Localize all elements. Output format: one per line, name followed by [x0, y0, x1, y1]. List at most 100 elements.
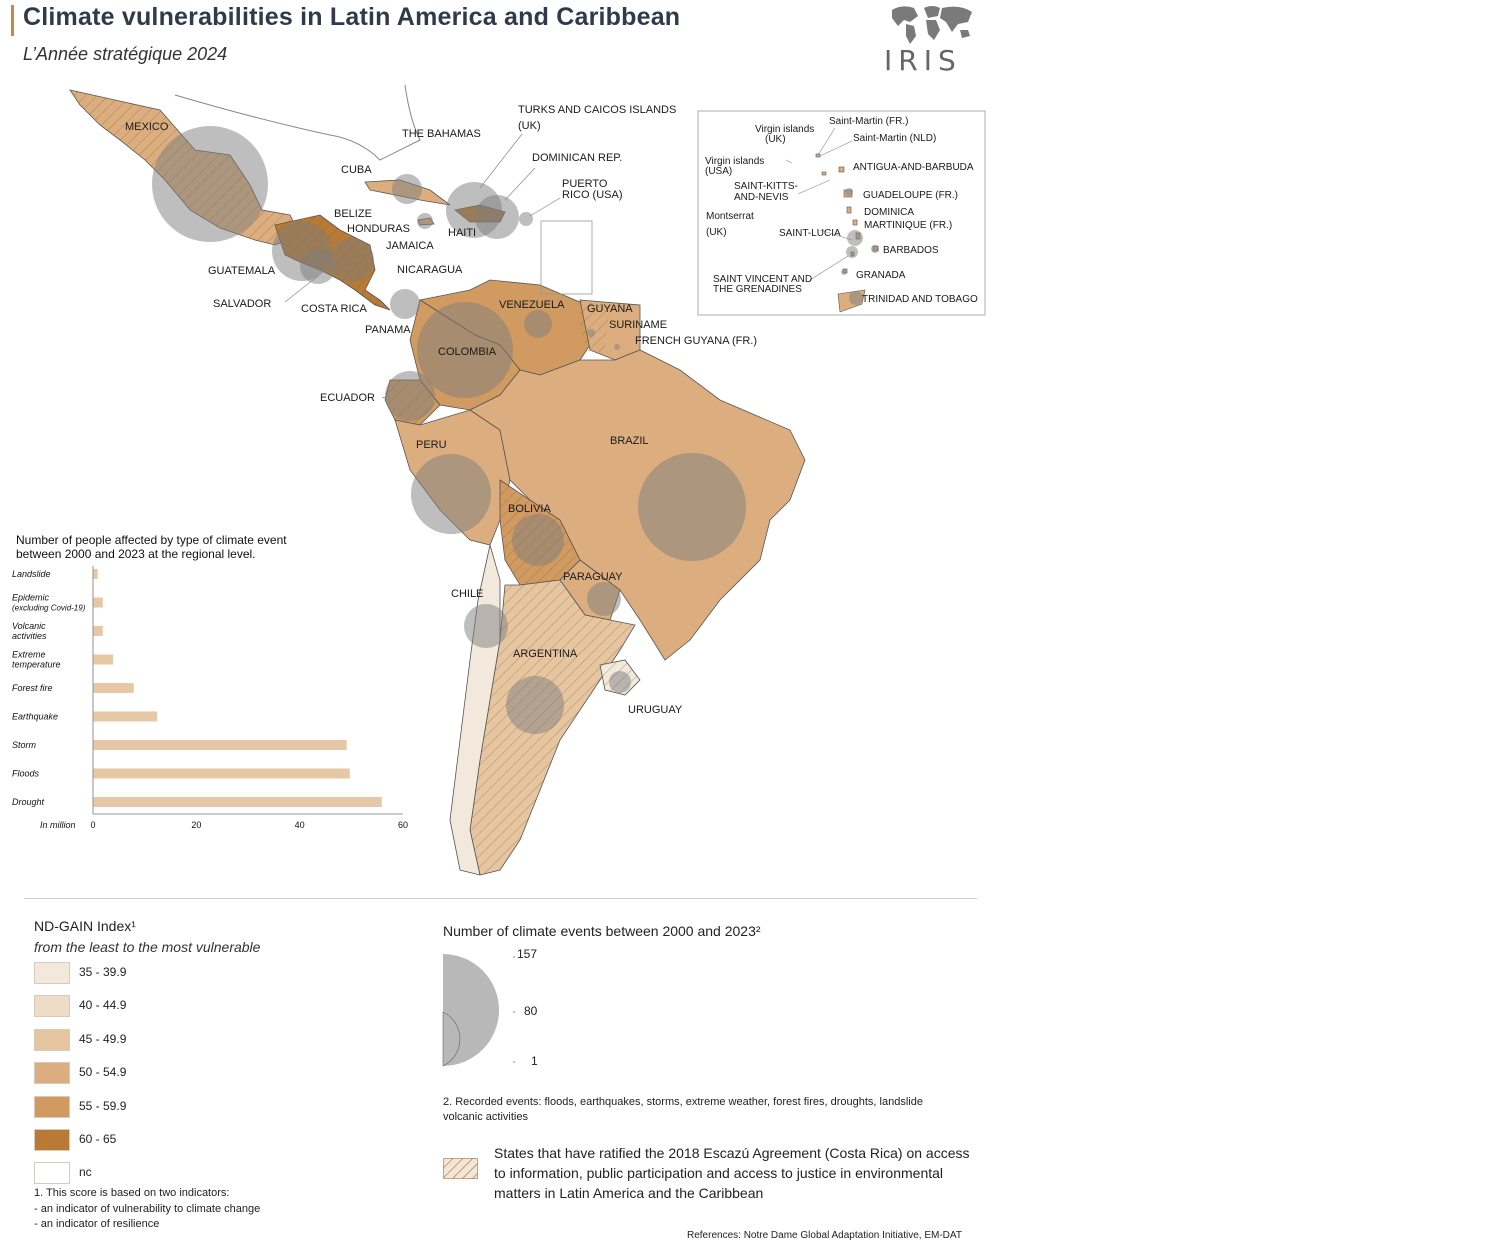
label-stvincent2: THE GRENADINES	[713, 284, 802, 295]
category-label: Floods	[12, 769, 40, 779]
label-haiti: HAITI	[448, 227, 476, 239]
label-martinique: MARTINIQUE (FR.)	[864, 220, 952, 231]
ndgain-note-b: - an indicator of resilience	[34, 1218, 160, 1230]
legend-swatch-label: nc	[79, 1165, 92, 1179]
bubble-dominican	[475, 195, 519, 239]
label-belize: BELIZE	[334, 208, 372, 220]
label-salvador: SALVADOR	[213, 298, 271, 310]
legend-swatch	[34, 1162, 70, 1184]
iris-logo-globe-icon	[892, 6, 972, 44]
bubble-argentina	[506, 676, 564, 734]
ndgain-legend-subtitle: from the least to the most vulnerable	[34, 939, 261, 955]
label-stvincent: SAINT VINCENT AND	[713, 274, 812, 285]
label-honduras: HONDURAS	[347, 223, 410, 235]
label-bolivia: BOLIVIA	[508, 503, 551, 515]
label-turks-uk: (UK)	[518, 120, 541, 132]
label-saintmartin-fr: Saint-Martin (FR.)	[829, 116, 908, 127]
bubble-mexico	[152, 126, 268, 242]
label-puerto: PUERTO	[562, 178, 608, 190]
legend-swatch-label: 50 - 54.9	[79, 1065, 127, 1079]
bubble-guyana	[587, 329, 595, 337]
ndgain-legend-title: ND-GAIN Index¹	[34, 918, 136, 934]
category-label: Epidemic (excluding Covid-19)	[12, 593, 86, 613]
bubble-bolivia	[512, 514, 564, 566]
bubble-uruguay	[609, 671, 631, 693]
label-guatemala: GUATEMALA	[208, 265, 276, 277]
label-cuba: CUBA	[341, 164, 372, 176]
label-colombia: COLOMBIA	[438, 346, 497, 358]
bubble-brazil	[638, 453, 746, 561]
bubble-cuba	[392, 174, 422, 204]
x-tick-label: 0	[90, 820, 95, 830]
leader-lines	[284, 133, 561, 399]
bar-storm	[93, 740, 347, 750]
legend-swatch	[34, 995, 70, 1017]
label-guyana: GUYANA	[587, 303, 633, 315]
chart-title-line1: Number of people affected by type of cli…	[16, 533, 287, 547]
label-brazil: BRAZIL	[610, 435, 649, 447]
label-uruguay: URUGUAY	[628, 704, 683, 716]
bar-drought	[93, 797, 382, 807]
label-costarica: COSTA RICA	[301, 303, 367, 315]
events-legend-max: 157	[517, 947, 538, 961]
label-frenchguyana: FRENCH GUYANA (FR.)	[635, 335, 757, 347]
label-dominican: DOMINICAN REP.	[532, 152, 622, 164]
bar-floods	[93, 768, 350, 779]
legend-swatch	[34, 962, 70, 984]
bubble-paraguay	[587, 582, 621, 616]
category-label: Extreme temperature	[12, 650, 61, 670]
label-nicaragua: NICARAGUA	[397, 264, 463, 276]
events-legend-min: 1	[531, 1054, 538, 1068]
label-stlucia: SAINT-LUCIA	[779, 228, 841, 239]
events-size-legend	[442, 954, 515, 1067]
events-legend-mid: 80	[524, 1004, 538, 1018]
events-note: 2. Recorded events: floods, earthquakes,…	[443, 1096, 923, 1108]
category-label: Storm	[12, 740, 37, 750]
category-label: Earthquake	[12, 712, 58, 722]
label-stkitts: SAINT-KITTS-	[734, 181, 798, 192]
page-subtitle: L’Année stratégique 2024	[23, 44, 228, 64]
bar-earthquake	[93, 711, 158, 722]
label-barbados: BARBADOS	[883, 245, 939, 256]
label-paraguay: PARAGUAY	[563, 571, 623, 583]
bubble-venezuela	[524, 310, 552, 338]
bubble-panama	[390, 289, 420, 319]
label-trinidad: TRINIDAD AND TOBAGO	[862, 294, 978, 305]
references: References: Notre Dame Global Adaptation…	[687, 1230, 962, 1241]
legend-swatch-label: 55 - 59.9	[79, 1099, 127, 1113]
bubble-suriname	[614, 344, 620, 350]
people-affected-chart: Number of people affected by type of cli…	[12, 533, 408, 830]
category-label: Forest fire	[12, 683, 53, 693]
legend-swatch	[34, 1096, 70, 1118]
label-saintmartin-nld: Saint-Martin (NLD)	[853, 133, 936, 144]
label-stkitts2: AND-NEVIS	[734, 192, 789, 203]
chart-title-line2: between 2000 and 2023 at the regional le…	[16, 547, 256, 561]
x-tick-label: 40	[295, 820, 305, 830]
label-ecuador: ECUADOR	[320, 392, 375, 404]
legend-swatch-label: 35 - 39.9	[79, 965, 127, 979]
category-label: Drought	[12, 797, 45, 807]
iris-logo-text: IRIS	[884, 44, 962, 77]
bar-volcanic-activities	[93, 626, 103, 636]
label-dominica: DOMINICA	[864, 207, 914, 218]
bubble-salvador	[300, 248, 336, 284]
events-legend-circle-large	[443, 954, 499, 1066]
bar-epidemic-excluding-covid-19	[93, 597, 103, 608]
label-panama: PANAMA	[365, 324, 411, 336]
ndgain-note-a: - an indicator of vulnerability to clima…	[34, 1203, 261, 1215]
x-tick-label: 20	[191, 820, 201, 830]
ndgain-note: 1. This score is based on two indicators…	[34, 1187, 230, 1199]
events-legend-title: Number of climate events between 2000 an…	[443, 923, 761, 939]
label-virgin-uk: Virgin islands	[755, 124, 814, 135]
label-argentina: ARGENTINA	[513, 648, 578, 660]
legend-swatch	[34, 1029, 70, 1051]
legend-swatch-label: 40 - 44.9	[79, 998, 127, 1012]
label-montserrat2: (UK)	[706, 227, 727, 238]
label-mexico: MEXICO	[125, 121, 169, 133]
main-map: MEXICO CUBA THE BAHAMAS TURKS AND CAICOS…	[69, 84, 986, 876]
label-bahamas: THE BAHAMAS	[402, 128, 481, 140]
category-label: Landslide	[12, 569, 51, 579]
label-jamaica: JAMAICA	[386, 240, 434, 252]
label-chile: CHILE	[451, 588, 483, 600]
events-legend-circle-mid	[442, 1011, 461, 1067]
